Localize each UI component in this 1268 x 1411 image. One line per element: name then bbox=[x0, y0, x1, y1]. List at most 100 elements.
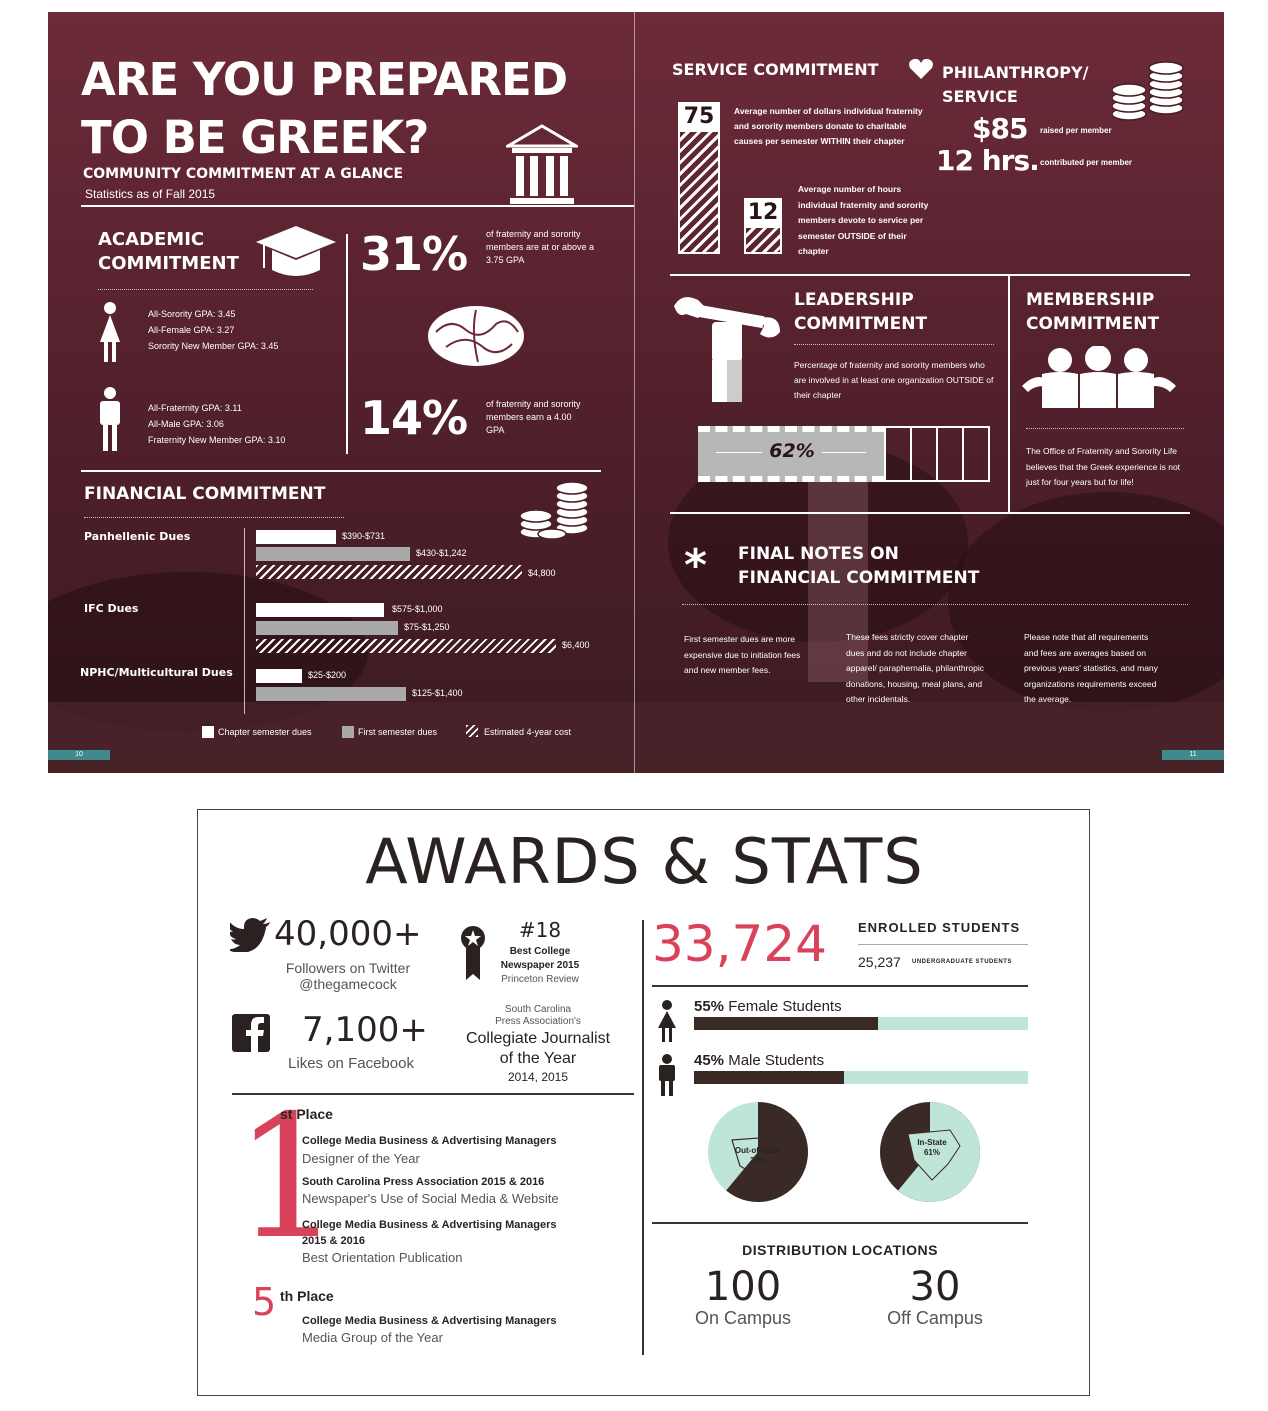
fifth-place-suffix: th Place bbox=[280, 1288, 334, 1304]
service-heading: SERVICE COMMITMENT bbox=[672, 60, 879, 79]
four-year-value: $6,400 bbox=[562, 640, 590, 650]
fin-row-label: Panhellenic Dues bbox=[84, 530, 191, 543]
membership-heading-line1: MEMBERSHIP bbox=[1026, 290, 1155, 310]
lawn-shade bbox=[48, 702, 1224, 773]
legend-four-year-swatch bbox=[466, 725, 478, 737]
male-gpa-2: All-Male GPA: 3.06 bbox=[148, 419, 224, 429]
four-year-bar bbox=[256, 639, 556, 653]
rank-source: Princeton Review bbox=[501, 974, 579, 985]
female-pct: 55% bbox=[694, 998, 725, 1015]
spread-gutter bbox=[634, 12, 635, 773]
male-icon bbox=[659, 1054, 675, 1096]
final-notes-dotted-rule bbox=[682, 604, 1188, 605]
off-campus-label: Off Campus bbox=[887, 1308, 983, 1328]
philanthropy-heading-line1: PHILANTHROPY/ bbox=[942, 63, 1089, 82]
financial-dotted-rule bbox=[84, 517, 344, 518]
graduation-cap-icon bbox=[256, 226, 336, 276]
award-org: College Media Business & Advertising Man… bbox=[302, 1219, 557, 1231]
female-icon bbox=[100, 302, 120, 362]
academic-heading-line2: COMMITMENT bbox=[98, 253, 239, 274]
coins-stack-icon bbox=[1111, 61, 1184, 121]
female-stat: 55% Female Students bbox=[694, 998, 842, 1015]
spread-subtitle: COMMUNITY COMMITMENT AT A GLANCE bbox=[83, 166, 404, 182]
female-gpa-1: All-Sorority GPA: 3.45 bbox=[148, 309, 236, 319]
group-people-icon bbox=[1022, 346, 1176, 408]
award-org: College Media Business & Advertising Man… bbox=[302, 1135, 557, 1147]
twitter-handle: @thegamecock bbox=[299, 976, 397, 992]
left-column-rule bbox=[232, 1093, 634, 1095]
leadership-text: Percentage of fraternity and sorority me… bbox=[794, 360, 994, 400]
legend-chapter-label: Chapter semester dues bbox=[218, 727, 312, 737]
first-dues-bar bbox=[256, 547, 410, 561]
fin-row-label: NPHC/Multicultural Dues bbox=[80, 666, 233, 679]
membership-bottom-rule bbox=[670, 512, 1190, 514]
distribution-top-rule bbox=[652, 1222, 1028, 1224]
male-pct: 45% bbox=[694, 1052, 725, 1069]
spread-title-line1: ARE YOU PREPARED bbox=[81, 53, 568, 106]
page-number-right: 11 bbox=[1162, 750, 1224, 760]
financial-top-rule bbox=[81, 470, 601, 472]
female-gpa-3: Sorority New Member GPA: 3.45 bbox=[148, 341, 279, 351]
membership-text: The Office of Fraternity and Sorority Li… bbox=[1026, 446, 1181, 487]
asterisk-icon: * bbox=[684, 540, 708, 591]
leadership-heading-line2: COMMITMENT bbox=[794, 314, 928, 334]
journalist-years: 2014, 2015 bbox=[507, 1070, 569, 1084]
chapter-dues-bar bbox=[256, 530, 336, 544]
on-campus-number: 100 bbox=[704, 1264, 782, 1310]
stat-31-text: of fraternity and sorority members are a… bbox=[486, 229, 595, 265]
male-stat: 45% Male Students bbox=[694, 1052, 824, 1069]
spread-title-line2: TO BE GREEK? bbox=[81, 111, 429, 164]
stats-date: Statistics as of Fall 2015 bbox=[85, 187, 216, 201]
dollars-text: Average number of dollars individual fra… bbox=[734, 106, 923, 146]
female-label: Female Students bbox=[728, 998, 842, 1015]
financial-axis bbox=[244, 528, 245, 714]
in-state-label: In-State bbox=[917, 1138, 947, 1147]
leadership-heading-line1: LEADERSHIP bbox=[794, 290, 914, 310]
academic-divider bbox=[346, 234, 348, 454]
male-label: Male Students bbox=[728, 1052, 825, 1069]
final-notes-heading-line2: FINANCIAL COMMITMENT bbox=[738, 568, 980, 588]
dollars-number: 75 bbox=[678, 102, 720, 132]
rank-line1: Best College bbox=[509, 946, 571, 957]
male-icon bbox=[100, 387, 120, 451]
award-title: Designer of the Year bbox=[302, 1151, 420, 1166]
in-state-pct: 61% bbox=[923, 1148, 940, 1157]
undergrad-count: 25,237 bbox=[858, 954, 901, 970]
award-org: College Media Business & Advertising Man… bbox=[302, 1315, 557, 1327]
final-notes-col2: These fees strictly cover chapter dues a… bbox=[846, 632, 984, 704]
philanthropy-heading-line2: SERVICE bbox=[942, 87, 1018, 106]
awards-title: AWARDS & STATS bbox=[365, 825, 924, 898]
chapter-dues-bar bbox=[256, 603, 384, 617]
legend-chapter-swatch bbox=[202, 726, 214, 738]
female-gpa-2: All-Female GPA: 3.27 bbox=[148, 325, 235, 335]
academic-dotted-rule bbox=[98, 289, 313, 290]
award-org-years: 2015 & 2016 bbox=[302, 1235, 365, 1247]
award-org: South Carolina Press Association 2015 & … bbox=[302, 1176, 545, 1188]
leadership-empty-bar bbox=[884, 426, 990, 482]
award-title: Newspaper's Use of Social Media & Websit… bbox=[302, 1191, 559, 1206]
leadership-filled-bar bbox=[698, 426, 884, 482]
scpa-line2: Press Association's bbox=[495, 1016, 581, 1027]
rank-number: #18 bbox=[518, 918, 562, 942]
brain-icon bbox=[428, 306, 524, 366]
south-carolina-map bbox=[907, 1129, 961, 1181]
leadership-dotted-rule bbox=[794, 344, 994, 345]
usa-map-outline bbox=[731, 1135, 789, 1175]
hours-text: Average number of hours individual frate… bbox=[798, 184, 929, 256]
undergrad-label: UNDERGRADUATE STUDENTS bbox=[912, 959, 1012, 965]
awards-stats-card: AWARDS & STATS 40,000+ Followers on Twit… bbox=[197, 809, 1090, 1396]
out-of-state-pie bbox=[708, 1102, 808, 1202]
enrolled-count: 33,724 bbox=[652, 915, 827, 973]
first-dues-bar bbox=[256, 621, 398, 635]
twitter-label: Followers on Twitter bbox=[285, 960, 411, 976]
title-rule bbox=[81, 205, 634, 207]
final-notes-heading-line1: FINAL NOTES ON bbox=[738, 544, 899, 564]
fin-row-label: IFC Dues bbox=[84, 602, 139, 615]
award-title: Media Group of the Year bbox=[302, 1330, 443, 1345]
award-ribbon-icon bbox=[461, 926, 485, 980]
off-campus-number: 30 bbox=[909, 1264, 961, 1310]
academic-heading-line1: ACADEMIC bbox=[98, 229, 205, 250]
out-of-state-label: Out-of-State bbox=[734, 1146, 782, 1155]
stat-14-percent: 14% bbox=[360, 391, 468, 445]
first-place-suffix: st Place bbox=[280, 1106, 333, 1122]
